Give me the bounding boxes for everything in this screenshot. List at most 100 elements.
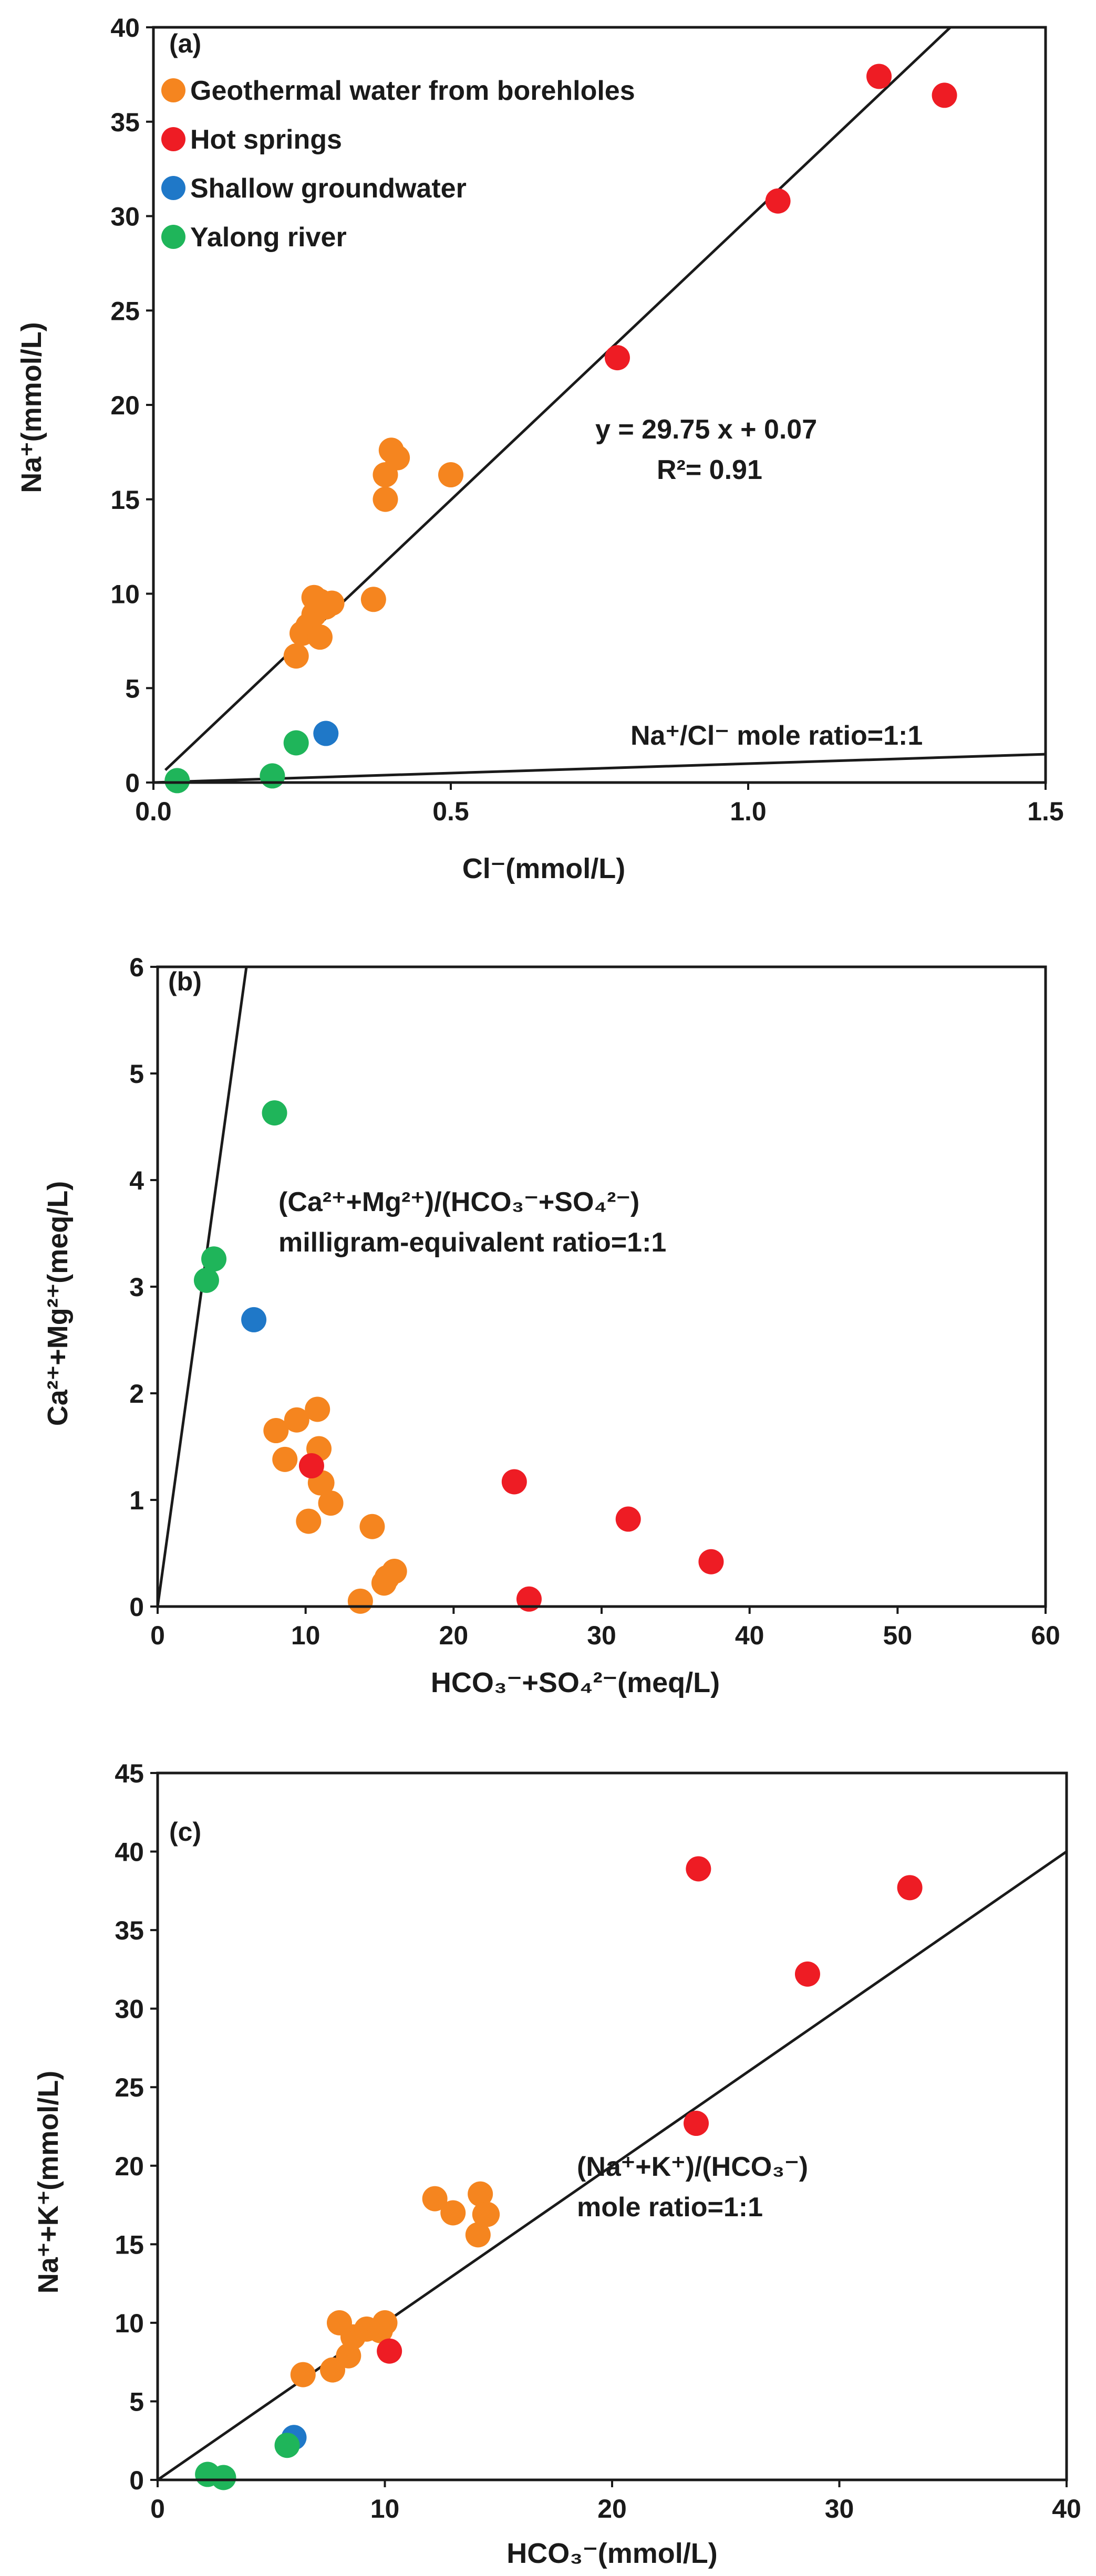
point-hot-springs [794,1961,820,1987]
panel-label: (b) [168,967,202,996]
y-tick-labels: 0 1 2 3 4 5 6 [129,953,158,1622]
x-tick-labels: 0.0 0.5 1.0 1.5 [135,783,1064,826]
y-tick-label: 5 [125,674,140,703]
point-hot-springs [765,188,791,214]
panel-a: 0.0 0.5 1.0 1.5 0 5 10 15 20 25 30 35 40 (a) Geothe… [16,13,1064,884]
y-tick-label: 30 [110,202,140,232]
y-tick-label: 15 [110,485,140,515]
point-geothermal [440,2200,466,2226]
panel-c: 0 10 20 30 40 0 5 10 15 20 25 30 35 40 45 (c) (Na⁺+K⁺… [33,1759,1081,2569]
point-shallow-groundwater [313,721,339,746]
x-axis-title: HCO₃⁻(mmol/L) [506,2538,717,2569]
point-geothermal [305,1396,330,1422]
x-axis-title: HCO₃⁻+SO₄²⁻(meq/L) [431,1667,720,1698]
point-geothermal [318,1490,344,1516]
point-geothermal [468,2181,493,2207]
y-tick-label: 20 [115,2152,144,2181]
y-tick-label: 10 [115,2309,144,2338]
x-tick-label: 30 [825,2494,854,2523]
y-tick-label: 40 [110,13,140,43]
legend-label-shallow: Shallow groundwater [190,173,467,204]
ratio-line-label: Na⁺/Cl⁻ mole ratio=1:1 [630,721,923,751]
y-axis-title: Na⁺(mmol/L) [16,322,47,493]
legend-label-hot-springs: Hot springs [190,124,342,155]
point-yalong-river [260,763,285,789]
point-geothermal [360,587,386,612]
point-geothermal [284,1407,309,1433]
point-yalong-river [193,1267,219,1293]
point-geothermal [372,2310,398,2335]
legend-marker-shallow [161,176,185,200]
x-tick-label: 1.5 [1027,797,1064,826]
legend-label-geothermal: Geothermal water from borehloles [190,76,635,106]
ratio-line [153,753,1046,783]
legend-label-yalong: Yalong river [190,222,347,253]
y-tick-labels: 0 5 10 15 20 25 30 35 40 [110,13,153,798]
y-tick-label: 0 [125,768,140,798]
point-geothermal [474,2202,500,2227]
x-tick-label: 1.0 [730,797,767,826]
y-tick-label: 25 [110,296,140,326]
scatter-points [193,1100,724,1614]
point-hot-springs [298,1453,324,1479]
point-geothermal [283,643,309,669]
ratio-line-label-1: (Na⁺+K⁺)/(HCO₃⁻) [577,2152,808,2182]
x-tick-label: 0.5 [432,797,469,826]
x-tick-label: 0 [150,1621,165,1650]
point-geothermal [438,462,463,488]
legend-marker-yalong [161,225,185,249]
x-tick-labels: 0 10 20 30 40 [150,2480,1081,2523]
x-tick-label: 40 [735,1621,764,1650]
legend-marker-hot-springs [161,127,185,151]
y-tick-label: 35 [115,1916,144,1945]
y-axis-title: Ca²⁺+Mg²⁺(meq/L) [42,1181,74,1426]
y-tick-label: 4 [129,1166,144,1195]
x-axis-title: Cl⁻(mmol/L) [462,853,625,884]
point-hot-springs [684,2111,709,2136]
point-yalong-river [274,2433,300,2458]
point-geothermal [307,624,333,650]
x-tick-label: 60 [1031,1621,1060,1650]
point-shallow-groundwater [241,1307,267,1332]
y-tick-label: 10 [110,580,140,609]
r-squared-label: R²= 0.91 [657,455,762,485]
point-hot-springs [604,345,630,371]
plot-frame [156,965,1047,1608]
ratio-line-label-1: (Ca²⁺+Mg²⁺)/(HCO₃⁻+SO₄²⁻) [278,1187,639,1217]
point-hot-springs [897,1875,923,1901]
y-tick-label: 25 [115,2073,144,2102]
y-tick-label: 0 [129,1592,144,1622]
point-geothermal [422,2186,448,2212]
point-yalong-river [262,1100,287,1126]
x-tick-label: 50 [883,1621,913,1650]
point-geothermal [263,1418,289,1444]
y-tick-label: 40 [115,1838,144,1867]
y-tick-label: 0 [129,2466,144,2495]
x-tick-label: 20 [597,2494,627,2523]
x-tick-label: 10 [370,2494,400,2523]
x-tick-label: 30 [587,1621,616,1650]
point-geothermal [290,2362,316,2387]
ratio-line-label-2: mole ratio=1:1 [577,2192,763,2223]
y-tick-label: 5 [129,1059,144,1089]
panel-label: (a) [169,29,201,58]
point-geothermal [296,1508,322,1534]
point-geothermal [385,445,410,471]
point-hot-springs [501,1469,527,1495]
equation-label: y = 29.75 x + 0.07 [595,414,817,445]
y-tick-label: 3 [129,1273,144,1302]
point-geothermal [347,1588,373,1614]
point-hot-springs [377,2338,402,2364]
point-geothermal [307,588,333,614]
point-hot-springs [866,64,892,89]
x-tick-label: 10 [291,1621,320,1650]
point-geothermal [373,486,398,512]
y-tick-label: 1 [129,1486,144,1515]
point-geothermal [359,1514,385,1539]
legend-marker-geothermal [161,78,185,102]
scatter-points [164,64,957,794]
point-geothermal [336,2343,361,2369]
point-geothermal [465,2222,491,2248]
x-tick-labels: 0 10 20 30 40 50 60 [150,1607,1060,1650]
